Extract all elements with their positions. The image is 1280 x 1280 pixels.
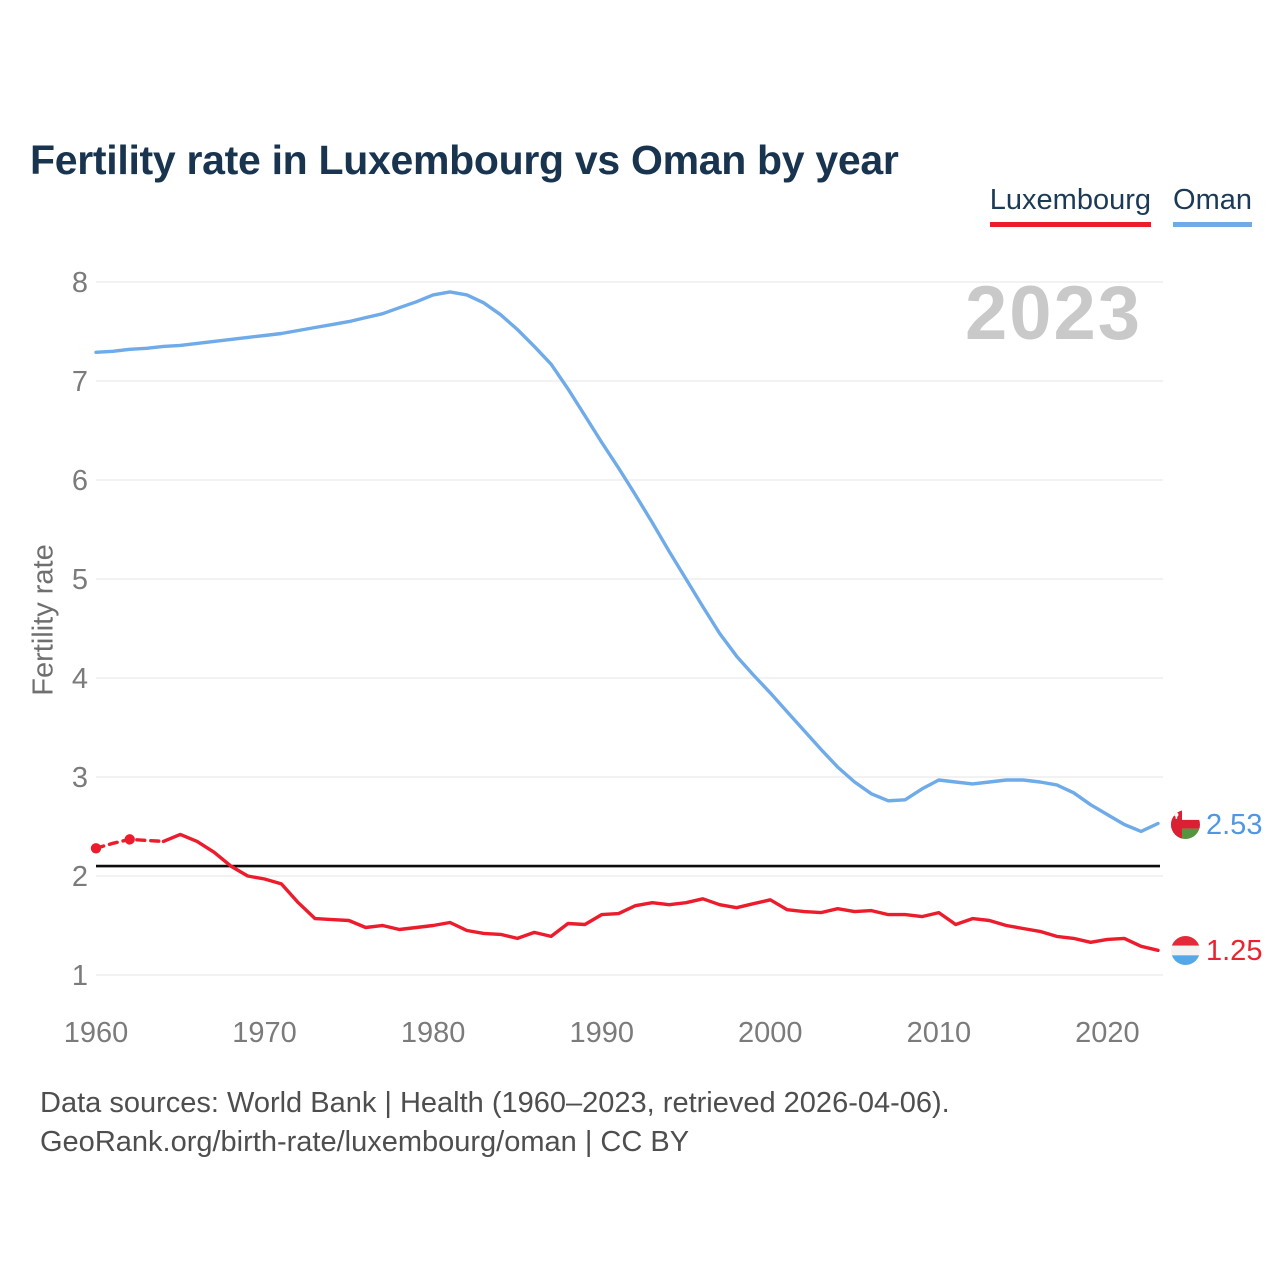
legend: Luxembourg Oman [989,184,1252,227]
footer: Data sources: World Bank | Health (1960–… [40,1084,950,1162]
luxembourg-flag-icon [1171,936,1200,965]
legend-item-oman[interactable]: Oman [1173,184,1252,227]
page-title: Fertility rate in Luxembourg vs Oman by … [30,137,899,184]
x-tick-2020: 2020 [1075,1017,1140,1049]
footer-link[interactable]: GeoRank.org/birth-rate/luxembourg/oman |… [40,1126,690,1158]
luxembourg-end-value: 1.25 [1206,935,1263,967]
oman-line [94,290,1160,834]
footer-sources: Data sources: World Bank | Health (1960–… [40,1087,950,1119]
x-tick-1980: 1980 [401,1017,466,1049]
x-tick-2000: 2000 [738,1017,803,1049]
y-tick-4: 4 [72,663,88,695]
y-tick-3: 3 [72,762,88,794]
luxembourg-line [161,832,1160,952]
y-tick-1: 1 [72,960,88,992]
year-watermark: 2023 [965,271,1143,356]
oman-flag-icon [1171,810,1200,839]
y-tick-7: 7 [72,366,88,398]
y-tick-6: 6 [72,465,88,497]
y-tick-8: 8 [72,267,88,299]
luxembourg-marker-1960 [90,843,102,854]
legend-item-luxembourg[interactable]: Luxembourg [989,184,1152,227]
x-tick-1990: 1990 [569,1017,634,1049]
luxembourg-marker-1962 [124,834,135,845]
y-tick-2: 2 [72,861,88,893]
x-tick-2010: 2010 [907,1017,972,1049]
x-tick-1960: 1960 [64,1017,129,1049]
x-tick-1970: 1970 [232,1017,297,1049]
y-tick-5: 5 [72,564,88,596]
oman-end-value: 2.53 [1206,809,1263,841]
y-axis-title: Fertility rate [27,544,60,696]
